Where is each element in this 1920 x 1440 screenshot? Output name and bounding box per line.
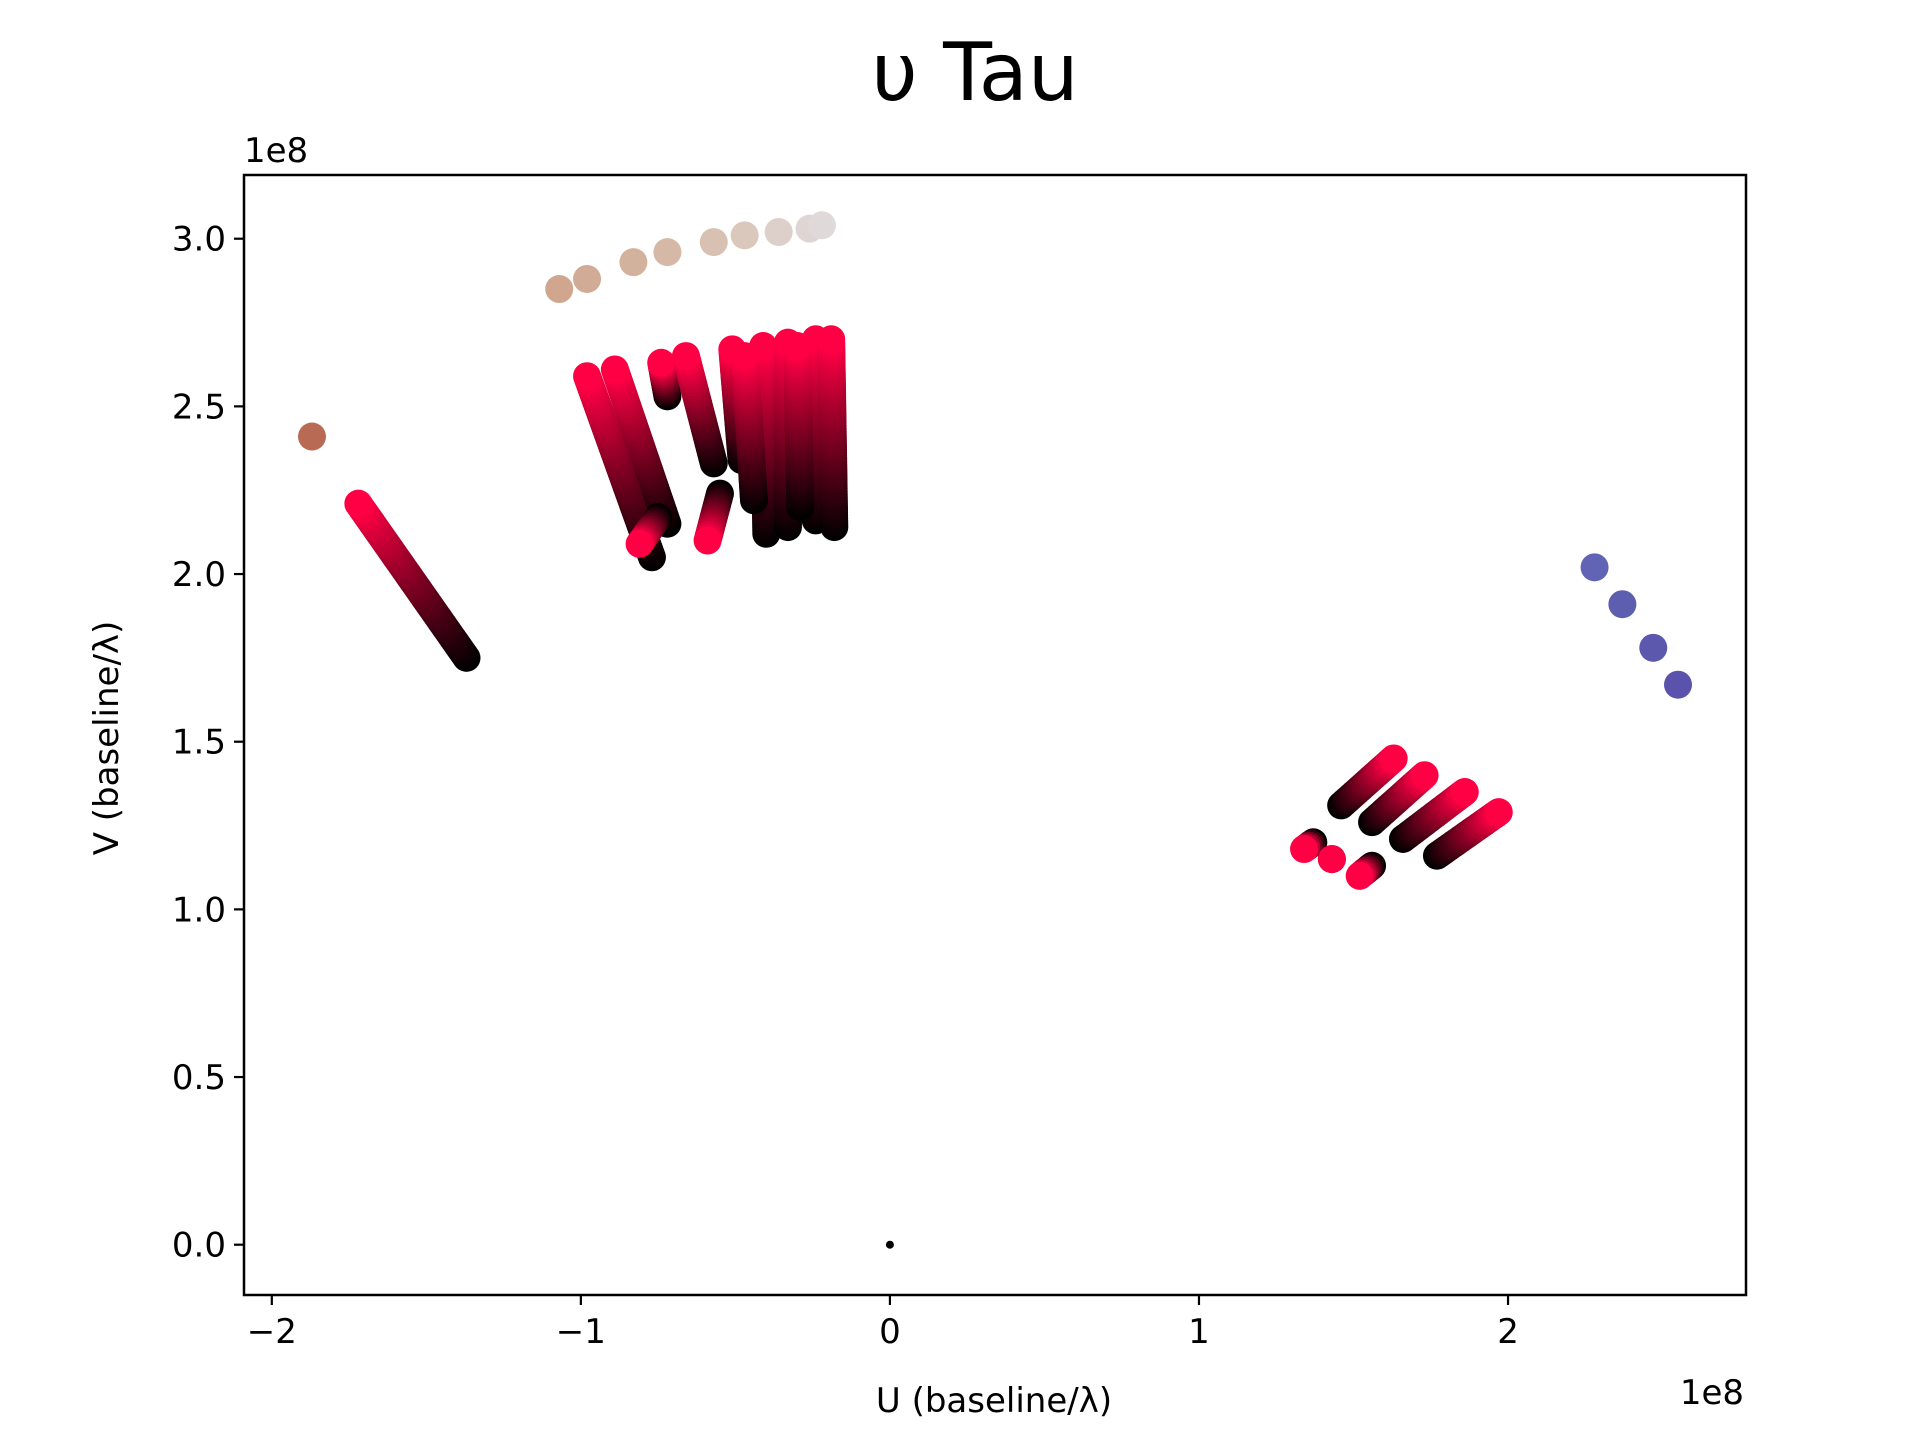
data-point: [699, 228, 728, 257]
data-point: [297, 422, 326, 451]
data-point: [1345, 861, 1374, 890]
x-tick-label: 1: [1188, 1312, 1210, 1352]
data-point: [1379, 744, 1408, 773]
data-point: [647, 348, 676, 377]
data-point: [600, 355, 629, 384]
data-point: [730, 342, 759, 371]
axis-ticks: −2 −1 0 1 2 0.0 0.5 1.0 1.5 2.0 2.5 3.0: [172, 220, 1519, 1352]
chart-title: υ Tau: [871, 26, 1078, 119]
data-point: [1639, 633, 1668, 662]
data-point: [573, 264, 602, 293]
x-offset-label: 1e8: [1680, 1373, 1744, 1413]
y-tick-label: 0.5: [172, 1058, 226, 1098]
data-point: [730, 221, 759, 250]
axes-frame: [242, 173, 1748, 1297]
data-point: [693, 526, 722, 555]
y-tick-label: 1.0: [172, 890, 226, 930]
y-tick-label: 0.0: [172, 1226, 226, 1266]
data-point: [1450, 778, 1479, 807]
y-tick-label: 2.0: [172, 555, 226, 595]
x-tick-label: −1: [556, 1312, 606, 1352]
data-point: [619, 248, 648, 277]
data-point: [1580, 553, 1609, 582]
data-point: [1317, 845, 1346, 874]
data-point: [783, 332, 812, 361]
y-offset-label: 1e8: [244, 131, 308, 171]
data-point: [817, 325, 846, 354]
data-point: [625, 529, 654, 558]
y-tick-label: 3.0: [172, 220, 226, 260]
data-point: [1290, 835, 1319, 864]
x-axis-label: U (baseline/λ): [876, 1381, 1112, 1421]
data-point: [1664, 670, 1693, 699]
x-tick-label: −2: [247, 1312, 297, 1352]
origin-point: [885, 1240, 894, 1249]
data-point: [653, 238, 682, 267]
x-tick-label: 0: [879, 1312, 901, 1352]
data-point: [545, 275, 574, 304]
data-point: [764, 218, 793, 247]
data-point: [807, 211, 836, 240]
data-point: [1410, 761, 1439, 790]
data-point: [1608, 590, 1637, 619]
y-tick-label: 1.5: [172, 723, 226, 763]
data-point: [344, 489, 373, 518]
y-axis-label: V (baseline/λ): [87, 621, 127, 856]
data-point: [671, 342, 700, 371]
data-point: [573, 362, 602, 391]
y-tick-label: 2.5: [172, 387, 226, 427]
x-tick-label: 2: [1497, 1312, 1519, 1352]
data-point: [1484, 798, 1513, 827]
plot-area: [297, 211, 1693, 1249]
